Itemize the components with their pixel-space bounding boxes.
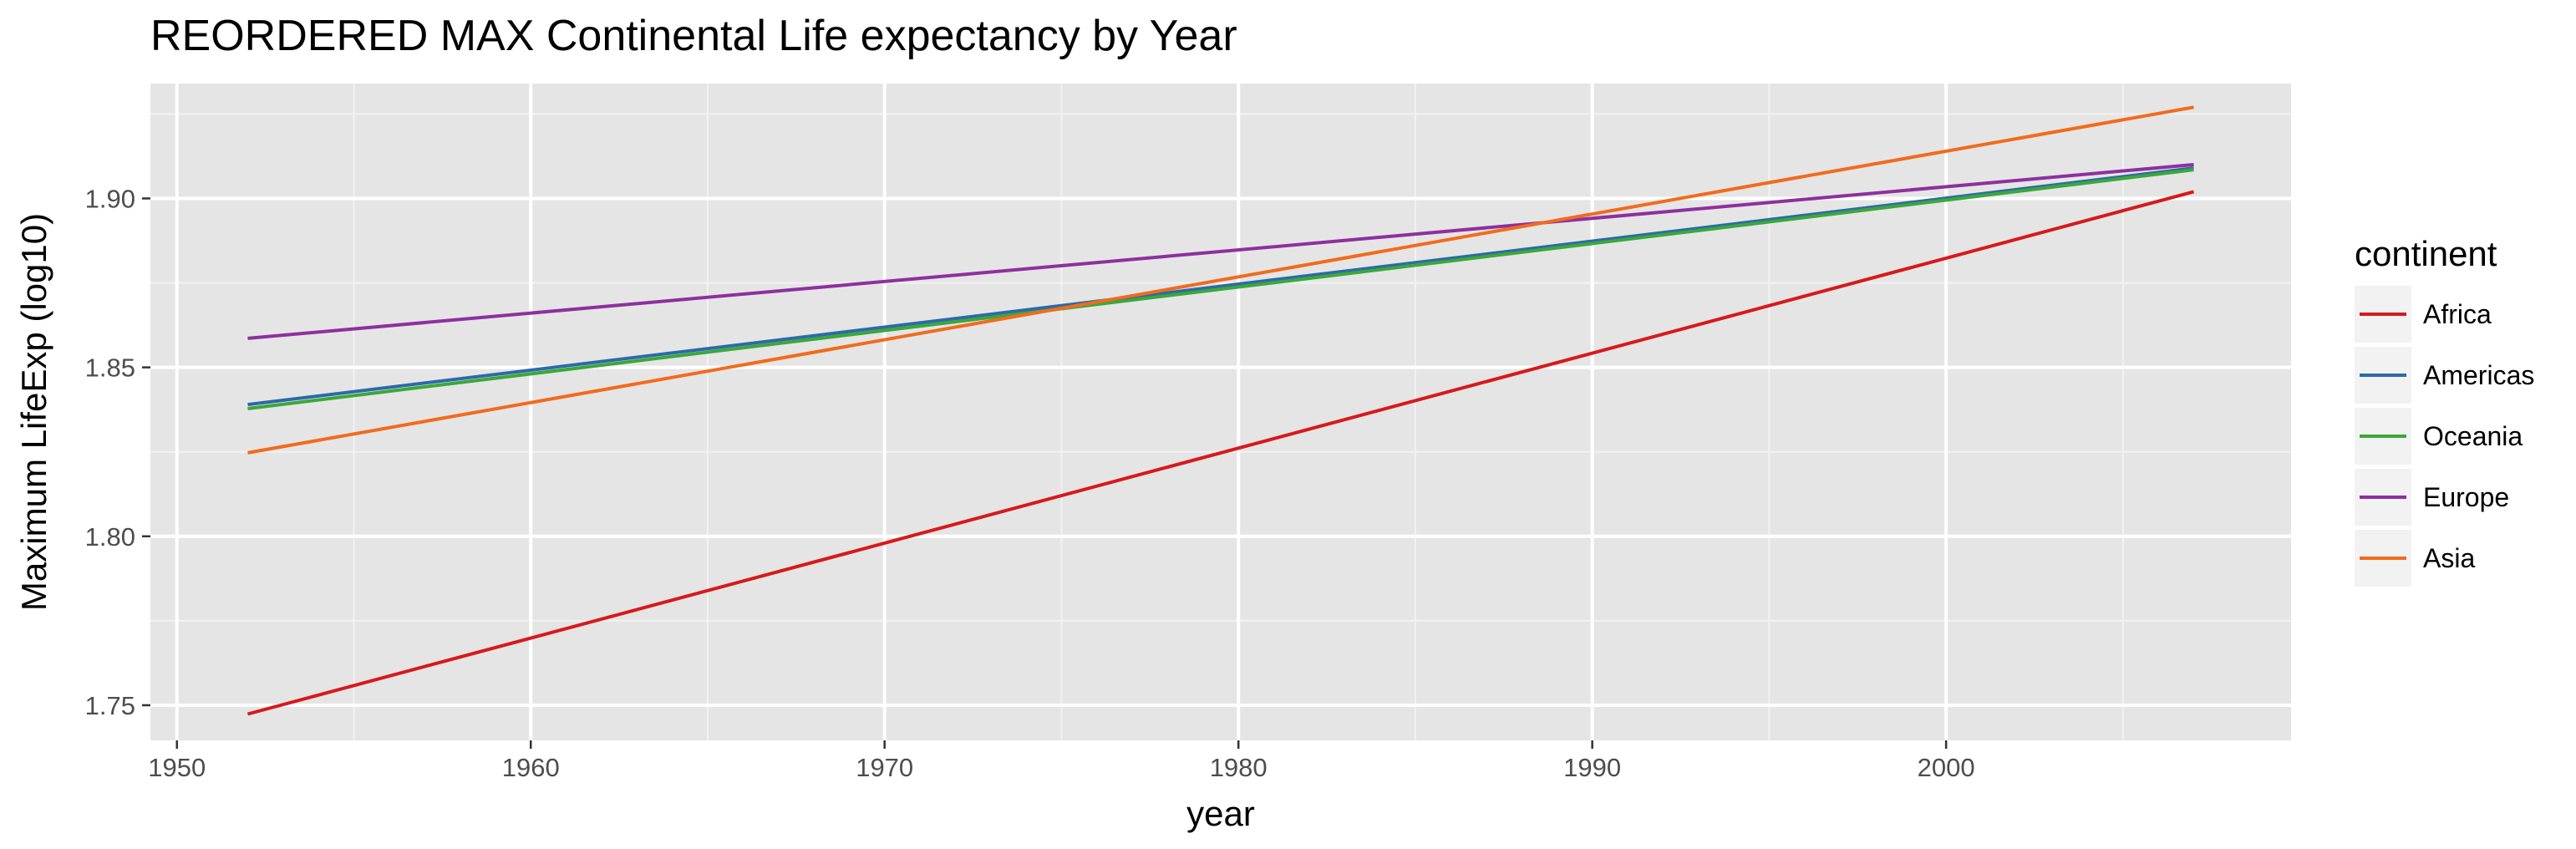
legend-label: Africa — [2423, 299, 2492, 329]
series-line-americas — [247, 166, 2194, 407]
series-line-europe — [247, 163, 2194, 340]
series-line-asia — [247, 105, 2194, 455]
legend-item-americas: Americas — [2355, 347, 2534, 404]
legend-item-europe: Europe — [2355, 469, 2509, 526]
y-tick-label: 1.75 — [85, 691, 135, 720]
x-tick-label: 1980 — [1210, 753, 1268, 782]
plot-panel — [150, 84, 2291, 740]
series-line-africa — [246, 190, 2195, 716]
y-tick-labels: 1.75 1.80 1.85 1.90 — [85, 184, 135, 719]
y-axis-title: Maximum LifeExp (log10) — [14, 213, 53, 611]
x-tick-label: 1960 — [502, 753, 560, 782]
y-tick-label: 1.90 — [85, 184, 135, 213]
series-line-oceania — [247, 168, 2194, 410]
axis-ticks — [142, 197, 1948, 749]
legend-item-asia: Asia — [2355, 530, 2475, 587]
x-tick-label: 1970 — [856, 753, 913, 782]
legend-item-oceania: Oceania — [2355, 408, 2523, 465]
legend-label: Oceania — [2423, 421, 2523, 451]
x-tick-labels: 1950 1960 1970 1980 1990 2000 — [148, 753, 1974, 782]
x-tick-label: 1950 — [148, 753, 206, 782]
series-lines — [246, 105, 2195, 716]
legend-label: Asia — [2423, 543, 2475, 573]
legend-label: Europe — [2423, 482, 2509, 512]
chart-title: REORDERED MAX Continental Life expectanc… — [150, 12, 1237, 60]
y-tick-label: 1.80 — [85, 522, 135, 552]
legend-label: Americas — [2423, 360, 2534, 390]
legend-title: continent — [2355, 234, 2497, 273]
legend-keys: Africa Americas Oceania Europe Asia — [2355, 286, 2534, 587]
y-tick-label: 1.85 — [85, 353, 135, 383]
x-tick-label: 2000 — [1918, 753, 1975, 782]
x-axis-title: year — [1186, 794, 1255, 833]
legend-item-africa: Africa — [2355, 286, 2492, 343]
legend: continent Africa Americas Oceania Europe Asi… — [2355, 234, 2534, 587]
x-tick-label: 1990 — [1563, 753, 1621, 782]
grid-minor — [150, 84, 2291, 740]
